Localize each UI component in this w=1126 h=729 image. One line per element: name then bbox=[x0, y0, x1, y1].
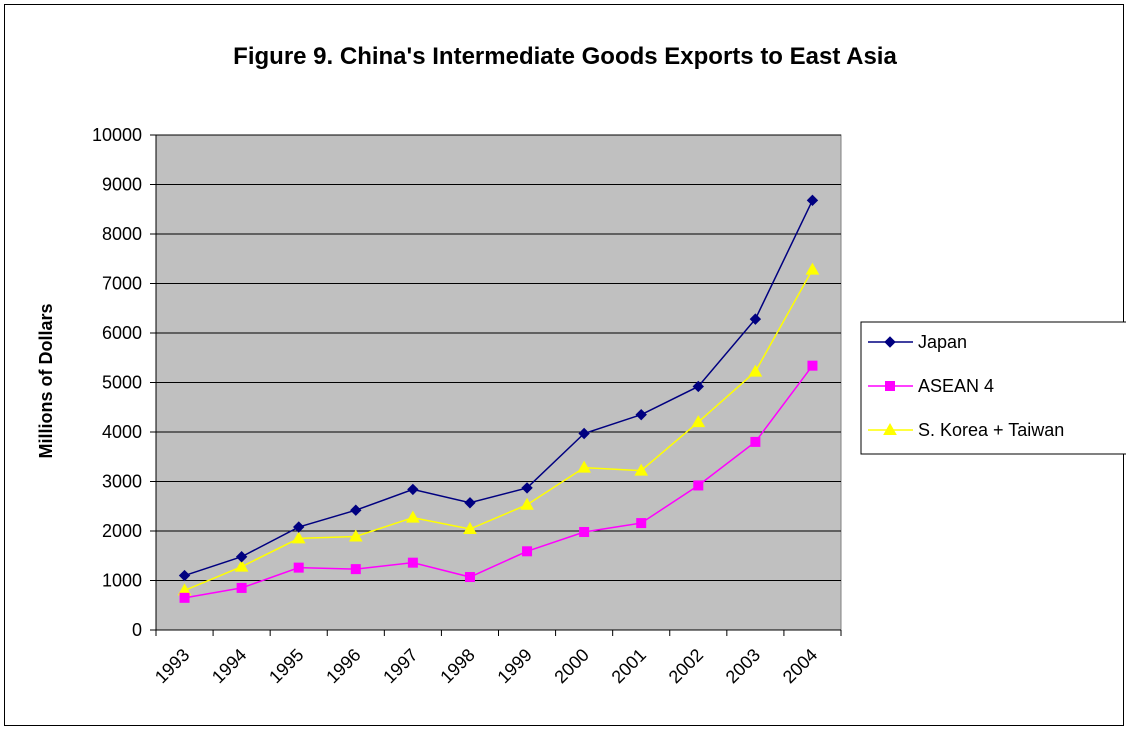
x-tick-label: 2002 bbox=[665, 645, 707, 687]
y-tick-labels: 0 1000 2000 3000 4000 5000 6000 7000 8000 9000 100… bbox=[92, 125, 142, 640]
y-axis-label: Millions of Dollars bbox=[36, 303, 56, 458]
data-point bbox=[806, 194, 819, 207]
data-point bbox=[464, 572, 475, 583]
y-tick-label: 5000 bbox=[102, 373, 142, 393]
series bbox=[177, 194, 820, 603]
y-tick-label: 10000 bbox=[92, 125, 142, 145]
data-point bbox=[635, 408, 647, 421]
y-tick-label: 0 bbox=[132, 620, 142, 640]
series-line-2 bbox=[184, 269, 814, 592]
legend-label: S. Korea + Taiwan bbox=[918, 420, 1064, 440]
data-point bbox=[463, 522, 477, 535]
legend: Japan ASEAN 4 S. Korea + Taiwan bbox=[860, 321, 1126, 455]
x-tick-labels: 1993 1994 1995 1996 1997 1998 1999 2000 2001 2002… bbox=[151, 645, 821, 687]
x-tick-label: 2004 bbox=[779, 645, 821, 687]
x-tick-label: 2003 bbox=[722, 645, 764, 687]
data-point bbox=[750, 436, 761, 447]
data-point bbox=[636, 518, 647, 529]
series-line-0 bbox=[184, 200, 814, 577]
data-point bbox=[805, 262, 820, 275]
y-tick-label: 1000 bbox=[102, 571, 142, 591]
y-tick-label: 6000 bbox=[102, 323, 142, 343]
data-point bbox=[348, 529, 363, 542]
x-tick-label: 1997 bbox=[379, 645, 421, 687]
gridlines bbox=[156, 134, 841, 581]
x-tick-label: 2000 bbox=[550, 645, 592, 687]
data-point bbox=[235, 551, 248, 563]
data-point bbox=[464, 497, 476, 509]
data-point bbox=[692, 380, 704, 393]
legend-marker bbox=[885, 381, 895, 391]
data-point bbox=[293, 562, 304, 573]
data-point bbox=[234, 559, 249, 572]
data-point bbox=[293, 521, 305, 533]
data-point bbox=[406, 510, 420, 523]
data-point bbox=[522, 546, 533, 557]
data-point bbox=[634, 463, 649, 476]
legend-label: Japan bbox=[918, 332, 967, 352]
data-point bbox=[179, 592, 190, 603]
x-tick-label: 1996 bbox=[322, 645, 364, 687]
data-point bbox=[350, 564, 361, 575]
legend-marker bbox=[883, 422, 897, 435]
x-tick-label: 1994 bbox=[208, 645, 250, 687]
x-tick-label: 1998 bbox=[436, 645, 478, 687]
x-tick-label: 1995 bbox=[265, 645, 307, 687]
legend-marker bbox=[884, 336, 896, 348]
data-point bbox=[407, 557, 418, 568]
data-point bbox=[236, 582, 247, 593]
data-point bbox=[748, 364, 763, 377]
data-point bbox=[520, 497, 534, 510]
x-tick-label: 1999 bbox=[493, 645, 535, 687]
data-point bbox=[693, 480, 704, 491]
data-point bbox=[578, 427, 590, 440]
data-point bbox=[691, 415, 706, 428]
data-point bbox=[579, 526, 590, 537]
series-line-1 bbox=[184, 365, 814, 599]
data-point bbox=[407, 483, 419, 496]
data-point bbox=[291, 531, 306, 544]
axes bbox=[150, 134, 842, 636]
data-point bbox=[577, 460, 591, 473]
data-point bbox=[807, 360, 818, 371]
data-point bbox=[350, 504, 362, 516]
y-tick-label: 8000 bbox=[102, 224, 142, 244]
y-tick-label: 4000 bbox=[102, 422, 142, 442]
data-point bbox=[749, 313, 762, 325]
data-point bbox=[178, 569, 191, 582]
y-tick-label: 9000 bbox=[102, 175, 142, 195]
y-tick-label: 7000 bbox=[102, 274, 142, 294]
legend-box bbox=[860, 321, 1126, 455]
y-tick-label: 2000 bbox=[102, 521, 142, 541]
legend-label: ASEAN 4 bbox=[918, 376, 994, 396]
x-tick-label: 1993 bbox=[151, 645, 193, 687]
y-tick-label: 3000 bbox=[102, 472, 142, 492]
chart-title: Figure 9. China's Intermediate Goods Exp… bbox=[233, 43, 897, 70]
x-tick-label: 2001 bbox=[608, 645, 650, 687]
data-point bbox=[521, 482, 533, 494]
